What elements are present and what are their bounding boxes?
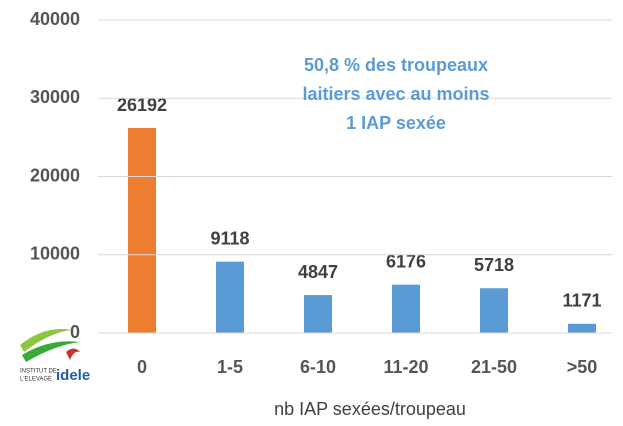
bar xyxy=(128,128,156,333)
x-tick-label: 6-10 xyxy=(300,357,336,377)
annotation: 1 IAP sexée xyxy=(346,113,446,133)
data-label: 4847 xyxy=(298,262,338,282)
x-tick-label: 1-5 xyxy=(217,357,243,377)
annotation: laitiers avec au moins xyxy=(302,84,489,104)
bar xyxy=(480,288,508,333)
logo-swoosh xyxy=(20,329,72,352)
annotation: 50,8 % des troupeaux xyxy=(304,55,488,75)
logo-brand: idele xyxy=(56,367,90,384)
y-tick-label: 10000 xyxy=(30,244,80,264)
x-tick-label: >50 xyxy=(567,357,598,377)
logo-text: INSTITUT DE xyxy=(20,369,57,375)
bar xyxy=(216,261,244,333)
data-label: 5718 xyxy=(474,255,514,275)
y-tick-label: 40000 xyxy=(30,9,80,29)
data-label: 1171 xyxy=(562,291,601,311)
data-label: 6176 xyxy=(386,251,426,271)
x-axis-title: nb IAP sexées/troupeau xyxy=(274,399,466,419)
bar xyxy=(568,323,596,333)
bar xyxy=(304,295,332,333)
y-tick-label: 30000 xyxy=(30,87,80,107)
y-tick-label: 20000 xyxy=(30,165,80,185)
logo-swoosh xyxy=(22,341,80,362)
logo: INSTITUT DE L'ELEVAGE idele xyxy=(20,329,90,384)
x-tick-label: 21-50 xyxy=(471,357,517,377)
bar xyxy=(392,284,420,333)
data-label: 26192 xyxy=(117,95,167,115)
x-tick-label: 0 xyxy=(137,357,147,377)
data-label: 9118 xyxy=(210,228,249,248)
logo-text: L'ELEVAGE xyxy=(20,377,52,383)
logo-swoosh xyxy=(66,348,80,360)
y-tick-label: 0 xyxy=(70,322,80,342)
x-tick-label: 11-20 xyxy=(383,357,428,377)
